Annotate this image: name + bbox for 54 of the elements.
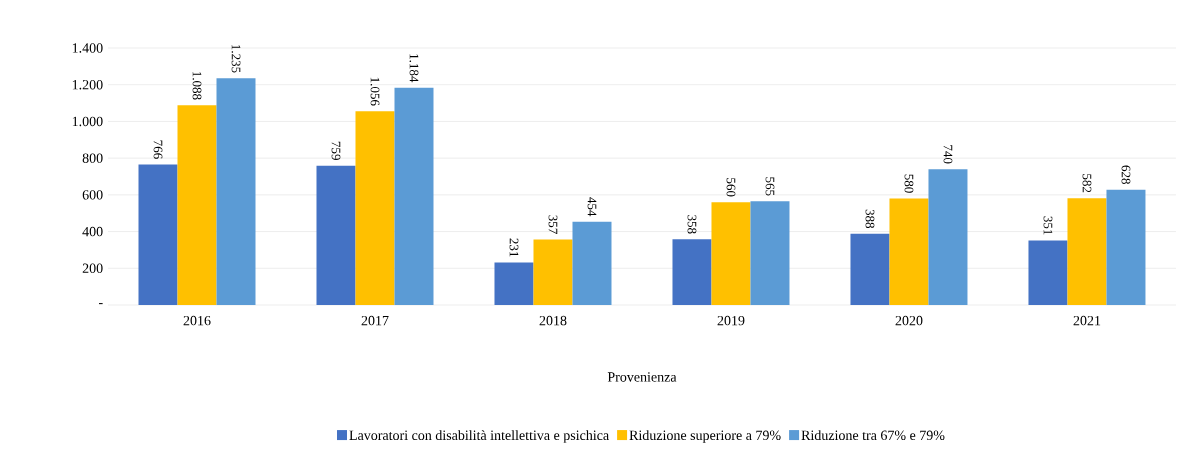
x-tick-label: 2019	[717, 315, 745, 326]
bar	[850, 233, 890, 305]
bar	[711, 202, 751, 305]
y-tick-label: 400	[82, 226, 103, 237]
bar	[1028, 240, 1068, 305]
bar	[316, 165, 356, 305]
bar	[889, 198, 929, 305]
data-label: 766	[153, 140, 163, 159]
data-label: 759	[331, 141, 341, 160]
data-label: 580	[904, 174, 914, 193]
bar	[750, 201, 790, 305]
data-label: 231	[509, 238, 519, 257]
data-label: 357	[548, 215, 558, 234]
data-label: 1.184	[409, 54, 419, 83]
data-label: 358	[687, 215, 697, 234]
data-label: 560	[726, 178, 736, 197]
y-tick-label: 200	[82, 263, 103, 274]
data-label: 628	[1121, 165, 1131, 185]
data-label: 351	[1043, 216, 1053, 235]
x-tick-label: 2020	[895, 315, 923, 326]
data-label: 454	[587, 197, 597, 217]
y-tick-label: 600	[82, 190, 103, 200]
bar	[177, 105, 217, 305]
bar	[533, 239, 573, 305]
bar	[394, 87, 434, 305]
legend-label: Riduzione tra 67% e 79%	[801, 430, 945, 441]
y-tick-label: 1.000	[72, 116, 103, 127]
bar	[672, 239, 712, 305]
x-tick-label: 2016	[183, 315, 211, 326]
data-label: 582	[1082, 174, 1092, 193]
bar	[494, 262, 534, 305]
data-label: 388	[865, 209, 875, 229]
bar	[928, 169, 968, 305]
x-tick-label: 2017	[361, 315, 389, 326]
x-tick-label: 2018	[539, 315, 567, 326]
bar	[1067, 198, 1107, 305]
y-tick-label: 800	[82, 153, 103, 163]
x-axis-title: Provenienza	[607, 372, 677, 382]
data-label: 740	[943, 145, 953, 164]
y-tick-label: 1.400	[72, 43, 103, 53]
bar	[572, 221, 612, 305]
x-tick-label: 2021	[1073, 315, 1101, 326]
bar	[216, 78, 256, 305]
y-tick-label: 1.200	[72, 79, 103, 90]
bar	[138, 164, 178, 305]
data-label: 565	[765, 177, 775, 196]
bar	[355, 111, 395, 305]
data-label: 1.088	[192, 71, 202, 100]
data-label: 1.235	[231, 44, 241, 73]
legend-label: Riduzione superiore a 79%	[629, 430, 781, 443]
bar	[1106, 189, 1146, 305]
data-label: 1.056	[370, 77, 380, 106]
legend-label: Lavoratori con disabilità intellettiva e psichica	[349, 430, 609, 443]
y-tick-label: -	[98, 303, 103, 305]
